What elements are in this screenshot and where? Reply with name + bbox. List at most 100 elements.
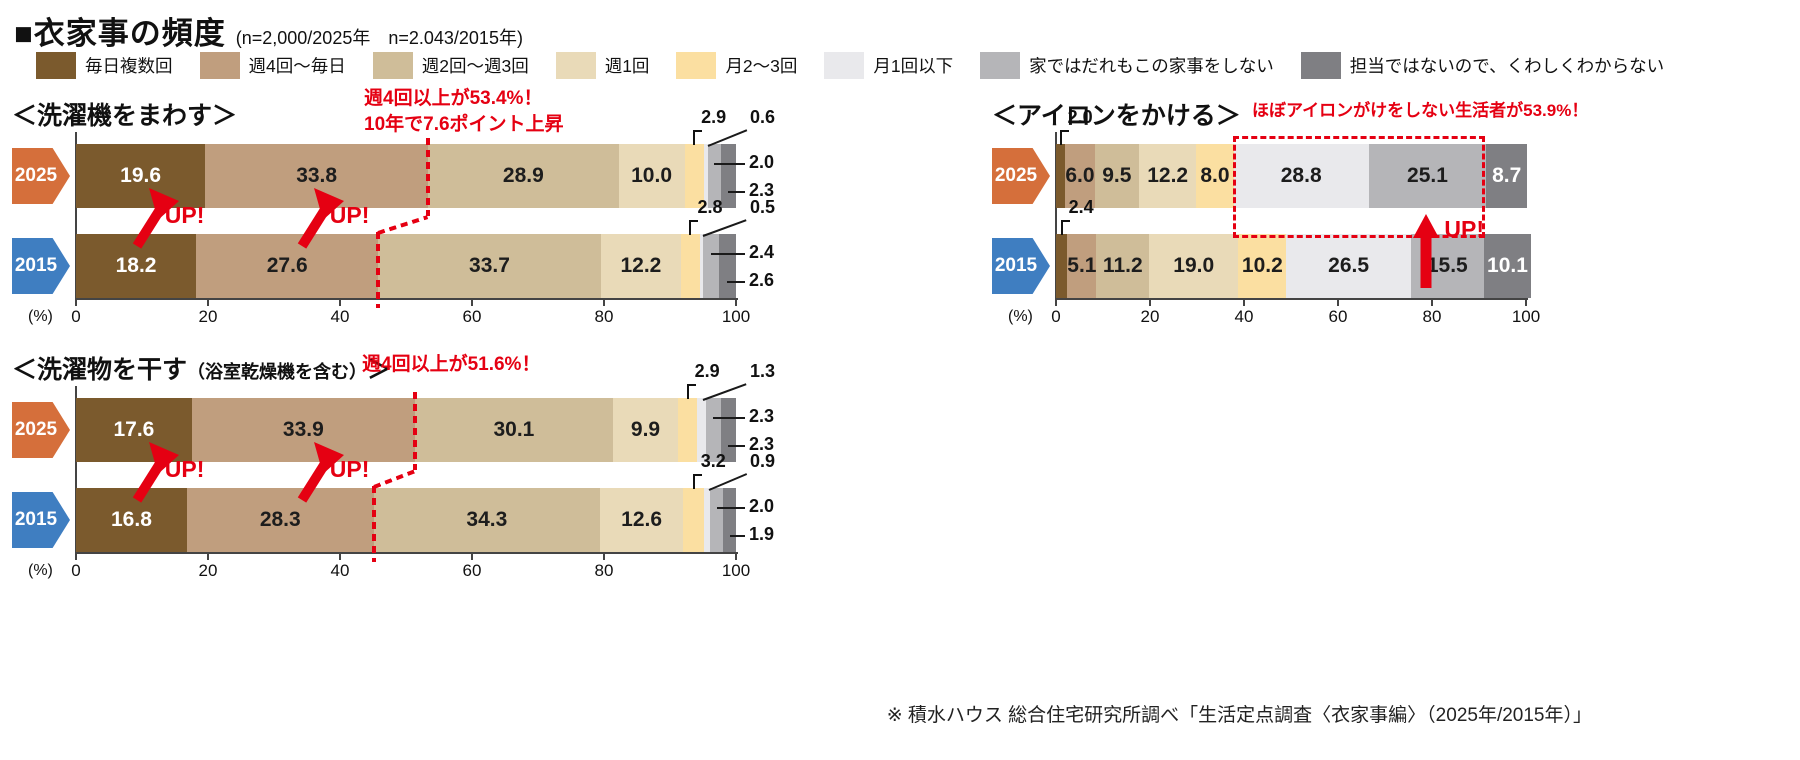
legend-swatch: [372, 52, 413, 79]
stacked-bar-2015: 18.2 27.6 33.7 12.2 2.8 0.5 2.4 2.6: [76, 197, 775, 298]
x-axis-line: [76, 298, 738, 300]
stacked-bar-2025: 17.6 33.9 30.1 9.9 2.9 1.3 2.3 2.3: [76, 361, 775, 462]
bar-segment-月1回以下: [704, 488, 711, 552]
x-axis-tick-label: 40: [330, 307, 350, 326]
year-badge-2015: 2015: [992, 238, 1050, 294]
x-axis-tick: [603, 298, 605, 306]
up-arrow-icon: [294, 186, 346, 257]
x-axis-unit-label: (%): [28, 562, 53, 579]
x-axis-tick-label: 60: [462, 561, 482, 580]
x-axis-tick-label: 80: [594, 307, 614, 326]
up-arrow-icon: [1412, 214, 1440, 295]
legend-item-1: 週4回〜毎日: [199, 52, 346, 79]
bar-segment-週4回〜毎日: 33.9: [191, 398, 415, 462]
segment-value: 11.2: [1102, 254, 1143, 277]
x-axis-tick: [339, 298, 341, 306]
segment-value: 19.6: [120, 164, 162, 187]
bar-segment-担当ではないので、くわしくわからない: 10.1: [1483, 234, 1532, 298]
segment-value: 17.6: [113, 418, 155, 441]
legend-item-7: 担当ではないので、くわしくわからない: [1300, 52, 1664, 79]
callout-bracket: [692, 474, 702, 489]
year-badge-2025: 2025: [12, 402, 70, 458]
stacked-bar-2025: 19.6 33.8 28.9 10.0 2.9 0.6 2.0 2.3: [76, 107, 775, 208]
chart-washing-machine: ＜洗濯機をまわす＞ 週4回以上が53.4%！ 10年で7.6ポイント上昇 2025…: [12, 88, 862, 348]
up-arrow-icon: [129, 186, 181, 257]
x-axis-tick-label: 80: [1422, 307, 1442, 326]
callout-value: 2.3: [749, 434, 775, 454]
y-axis-line: [1055, 132, 1057, 300]
x-axis-tick-label: 0: [1051, 307, 1061, 326]
callout-value: 2.4: [749, 242, 775, 262]
stacked-bar-2015: 16.8 28.3 34.3 12.6 3.2 0.9 2.0 1.9: [76, 451, 775, 552]
bar-segment-月1回以下: 28.8: [1233, 144, 1369, 208]
bar-segment-週1回: 12.2: [600, 234, 682, 298]
legend-label: 週4回〜毎日: [248, 56, 346, 76]
bar-segment-月2〜3回: 8.0: [1196, 144, 1234, 208]
x-axis-tick: [207, 552, 209, 560]
x-axis-tick-label: 100: [1511, 307, 1541, 326]
callout-leader-horizontal: [728, 445, 745, 447]
legend-swatch: [555, 52, 596, 79]
source-citation: ※ 積水ハウス 総合住宅研究所調べ「生活定点調査〈衣家事編〉（2025年/201…: [780, 700, 1592, 727]
plot-laundry-drying: 2025 17.6 33.9 30.1 9.9 2.9 1.3 2.3 2.3 2015 16.8 2…: [12, 361, 866, 594]
x-axis-tick: [1243, 298, 1245, 306]
bar-segment-月2〜3回: [678, 398, 698, 462]
bar-segment-月1回以下: [703, 144, 708, 208]
segment-value: 15.5: [1426, 254, 1468, 277]
up-label: UP!: [329, 456, 370, 482]
x-axis-line: [1056, 298, 1528, 300]
segment-value: 28.8: [1280, 164, 1322, 187]
x-axis-line: [76, 552, 738, 554]
segment-value: 27.6: [266, 254, 308, 277]
legend-swatch: [199, 52, 240, 79]
legend-item-0: 毎日複数回: [36, 52, 173, 79]
chart-title-note: （浴室乾燥機を含む）: [187, 362, 368, 382]
segment-value: 6.0: [1065, 164, 1095, 187]
highlight-dotted-box: [1232, 136, 1486, 238]
legend-label: 家ではだれもこの家事をしない: [1029, 56, 1274, 76]
chart-title-ironing: ＜アイロンをかける＞: [992, 96, 1752, 132]
legend-item-6: 家ではだれもこの家事をしない: [980, 52, 1274, 79]
segment-value: 12.2: [620, 254, 662, 277]
chart-ironing: ＜アイロンをかける＞ ほぼアイロンがけをしない生活者が53.9%！ 2025 6.…: [992, 96, 1752, 348]
segment-value: 8.7: [1492, 164, 1522, 187]
bar-segment-担当ではないので、くわしくわからない: [718, 234, 736, 298]
callout-leader-horizontal: [729, 535, 745, 537]
bar-segment-週4回〜毎日: 27.6: [196, 234, 379, 298]
bar-segment-週2回〜週3回: 11.2: [1096, 234, 1150, 298]
legend-label: 週2回〜週3回: [421, 56, 529, 76]
annotation-washing-machine: 週4回以上が53.4%！ 10年で7.6ポイント上昇: [364, 88, 564, 135]
bar-segment-月2〜3回: [683, 488, 705, 552]
segment-value: 33.7: [469, 254, 510, 277]
segment-value: 33.8: [296, 164, 338, 187]
x-axis-tick: [471, 552, 473, 560]
segment-value: 30.1: [493, 418, 535, 441]
divider-dotted-top: [426, 138, 431, 216]
callout-leader-horizontal: [727, 281, 745, 283]
segment-value: 33.9: [282, 418, 324, 441]
x-axis-tick-label: 20: [1140, 307, 1160, 326]
segment-value: 25.1: [1407, 164, 1448, 187]
segment-value: 10.2: [1241, 254, 1283, 277]
plot-washing-machine: 2025 19.6 33.8 28.9 10.0 2.9 0.6 2.0 2.3 2015 18.2…: [12, 107, 866, 340]
divider-dotted-jog: [372, 469, 416, 489]
bar-segment-毎日複数回: 16.8: [76, 488, 187, 552]
x-axis-tick: [1055, 298, 1057, 306]
header: ■衣家事の頻度 (n=2,000/2025年 n=2.043/2015年): [14, 8, 523, 53]
up-label: UP!: [329, 202, 370, 228]
bar-segment-月2〜3回: 10.2: [1238, 234, 1287, 298]
bar-segment-週4回〜毎日: 28.3: [186, 488, 374, 552]
bar-segment-週2回〜週3回: 9.5: [1094, 144, 1140, 208]
legend-swatch: [980, 52, 1021, 79]
x-axis-unit-label: (%): [1008, 308, 1033, 325]
bar-segment-月2〜3回: [684, 144, 704, 208]
divider-dotted-bottom: [376, 232, 381, 308]
bar-segment-家ではだれもこの家事をしない: [702, 234, 719, 298]
y-axis-line: [75, 386, 77, 554]
chart-title-text: ＜洗濯機をまわす＞: [12, 102, 238, 130]
x-axis-tick-label: 40: [330, 561, 350, 580]
x-axis-tick: [603, 552, 605, 560]
chart-title-text: ＜アイロンをかける＞: [992, 102, 1241, 130]
x-axis-tick-label: 100: [721, 561, 751, 580]
y-axis-line: [75, 132, 77, 300]
